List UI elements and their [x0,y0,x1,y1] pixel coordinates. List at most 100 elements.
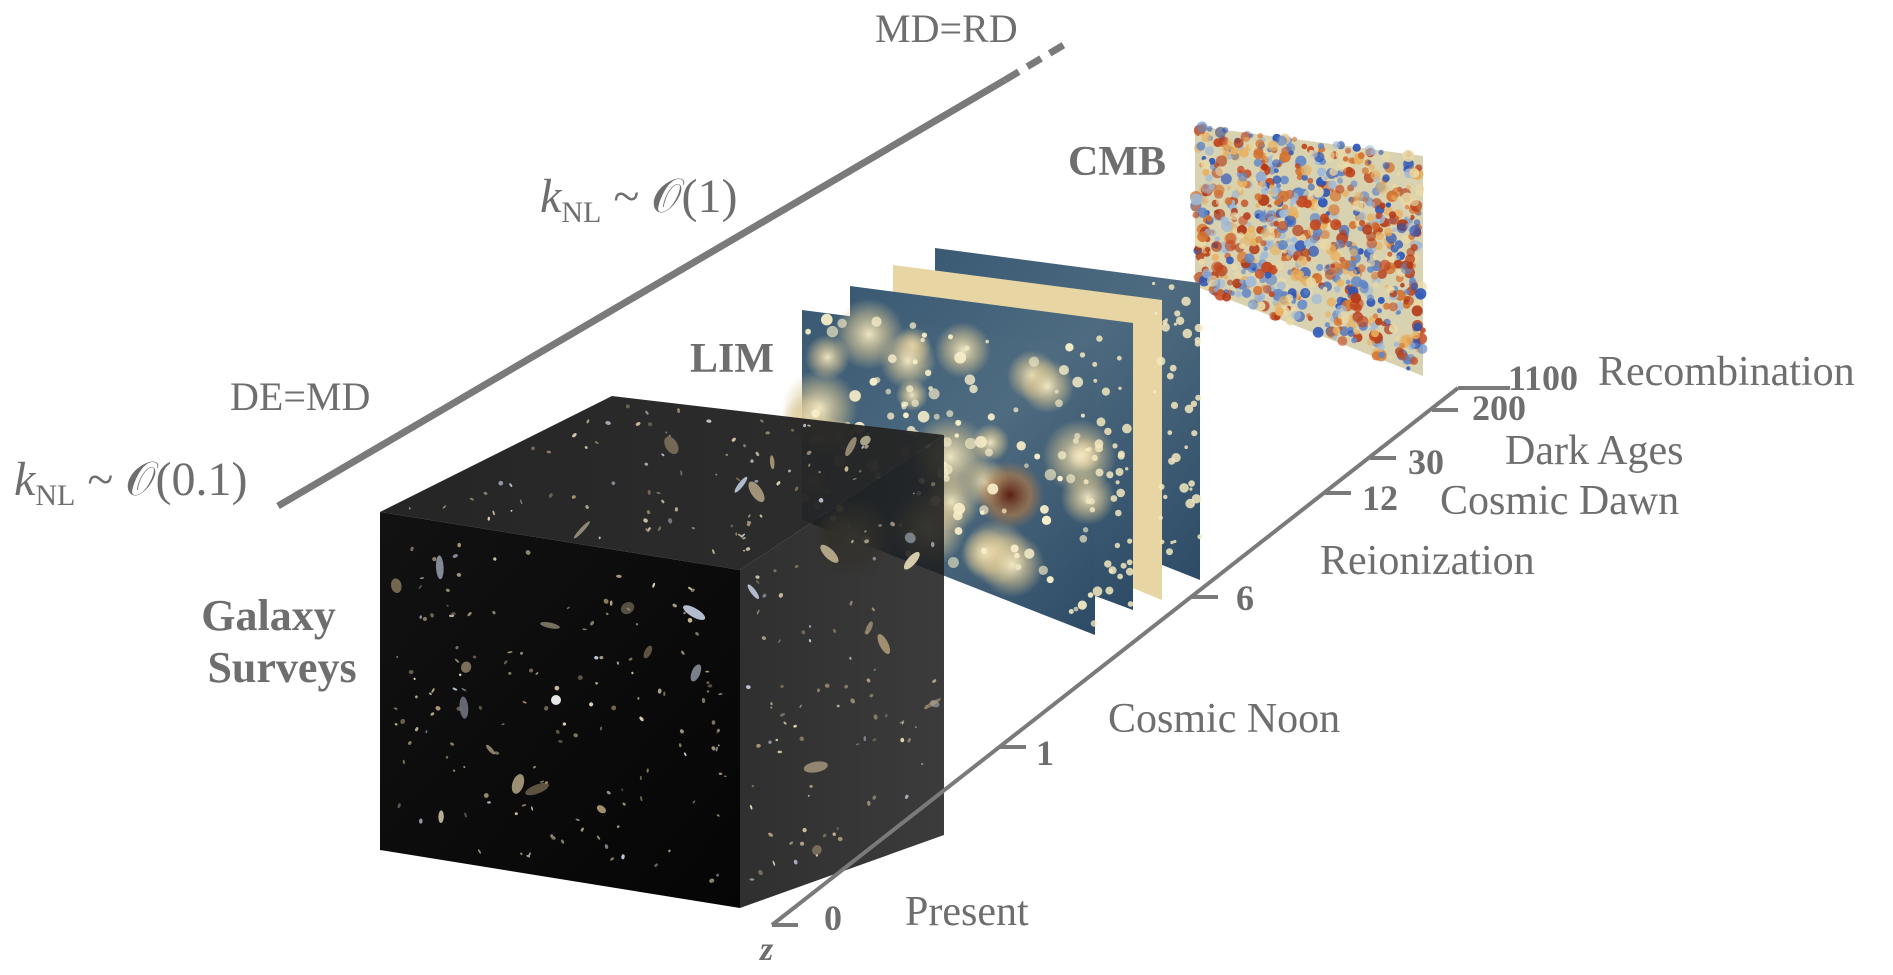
cmb-speckle [1410,197,1419,207]
galaxy [746,520,752,524]
lim-back-source [1174,310,1181,317]
galaxy [454,658,460,663]
galaxy [431,688,435,693]
galaxy [850,698,856,704]
cmb-speckle [1263,246,1268,252]
galaxy [396,656,399,658]
cmb-speckle [1330,219,1342,231]
galaxy [780,684,784,689]
galaxy [711,720,716,725]
cmb-speckle [1262,284,1272,294]
lim-point-source [969,384,978,394]
cmb-speckle [1348,157,1355,164]
lim-back-source [1166,548,1173,556]
lim-point-source [1068,609,1074,614]
cmb-speckle [1406,185,1411,190]
galaxy [445,588,450,592]
galaxy [799,704,802,708]
galaxy [683,611,686,615]
galaxy [408,741,412,745]
lim-point-source [906,385,914,393]
galaxy [586,419,590,424]
lim-back-source [1160,539,1165,545]
galaxy [716,814,720,817]
galaxy [907,738,911,743]
galaxy [775,738,779,742]
galaxy [573,733,578,738]
galaxy [818,498,824,503]
galaxy [783,721,787,725]
lim-back-source [1104,560,1112,568]
cmb-speckle [1350,293,1362,304]
tick-label-z200: 200 [1472,388,1526,428]
cmb-speckle [1241,288,1252,298]
galaxy [621,788,624,791]
cmb-speckle [1294,163,1301,169]
lim-back-source [1116,355,1122,361]
cmb-speckle [1404,288,1410,295]
lim-back-source [1195,394,1202,401]
galaxy [772,860,776,866]
cmb-speckle [1247,225,1256,233]
lim-back-source [1094,444,1104,453]
cmb-speckle [1410,282,1419,291]
lim-back-source [1116,488,1125,498]
lim-back-source [1091,454,1098,462]
tick-label-z1: 1 [1036,733,1054,773]
galaxy [445,755,449,759]
cmb-speckle [1342,156,1349,162]
galaxy [932,679,937,683]
cmb-speckle [1411,305,1423,317]
cmb-speckle [1402,149,1415,162]
cmb-speckle [1336,279,1345,288]
galaxy [605,421,611,425]
galaxy [873,668,877,671]
cmb-speckle [1367,160,1372,165]
galaxy [864,444,869,449]
galaxy [668,434,671,438]
cmb-speckle [1193,274,1198,279]
galaxy [730,524,734,528]
cmb-speckle [1233,270,1243,280]
galaxy [832,628,837,633]
lim-point-source [887,412,895,420]
galaxy [760,419,764,423]
lim-point-source [1065,343,1074,352]
lim-back-source [1189,487,1193,491]
lim-back-source [1152,281,1156,286]
lim-back-source [1167,430,1173,436]
galaxy [646,510,651,515]
galaxy [397,803,401,808]
galaxy [478,849,481,854]
cmb-speckle [1303,238,1312,248]
galaxy [464,812,468,818]
cmb-speckle [1375,212,1383,220]
lim-point-source [1055,399,1063,408]
cmb-speckle [1296,174,1303,181]
galaxy [435,706,441,711]
cmb-speckle [1381,152,1391,162]
galaxy [554,685,560,691]
lim-point-source [924,369,932,377]
galaxy [571,495,576,499]
cmb-speckle [1269,184,1274,190]
galaxy [472,655,477,659]
cmb-speckle [1352,143,1361,152]
galaxy [812,845,822,856]
galaxy [532,765,537,769]
lim-halo [895,378,929,412]
lim-point-source [954,351,967,364]
galaxy [575,818,580,821]
cmb-speckle [1196,141,1206,151]
cmb-speckle [1279,151,1291,163]
cmb-speckle [1306,277,1317,288]
galaxy [394,723,398,726]
galaxy [716,873,720,877]
galaxy [425,730,428,734]
lim-point-source [1014,552,1020,559]
cmb-speckle [1337,177,1344,184]
lim-point-source [987,483,999,495]
cmb-speckle [1376,308,1382,314]
galaxy [595,681,598,685]
cmb-speckle [1323,175,1329,181]
